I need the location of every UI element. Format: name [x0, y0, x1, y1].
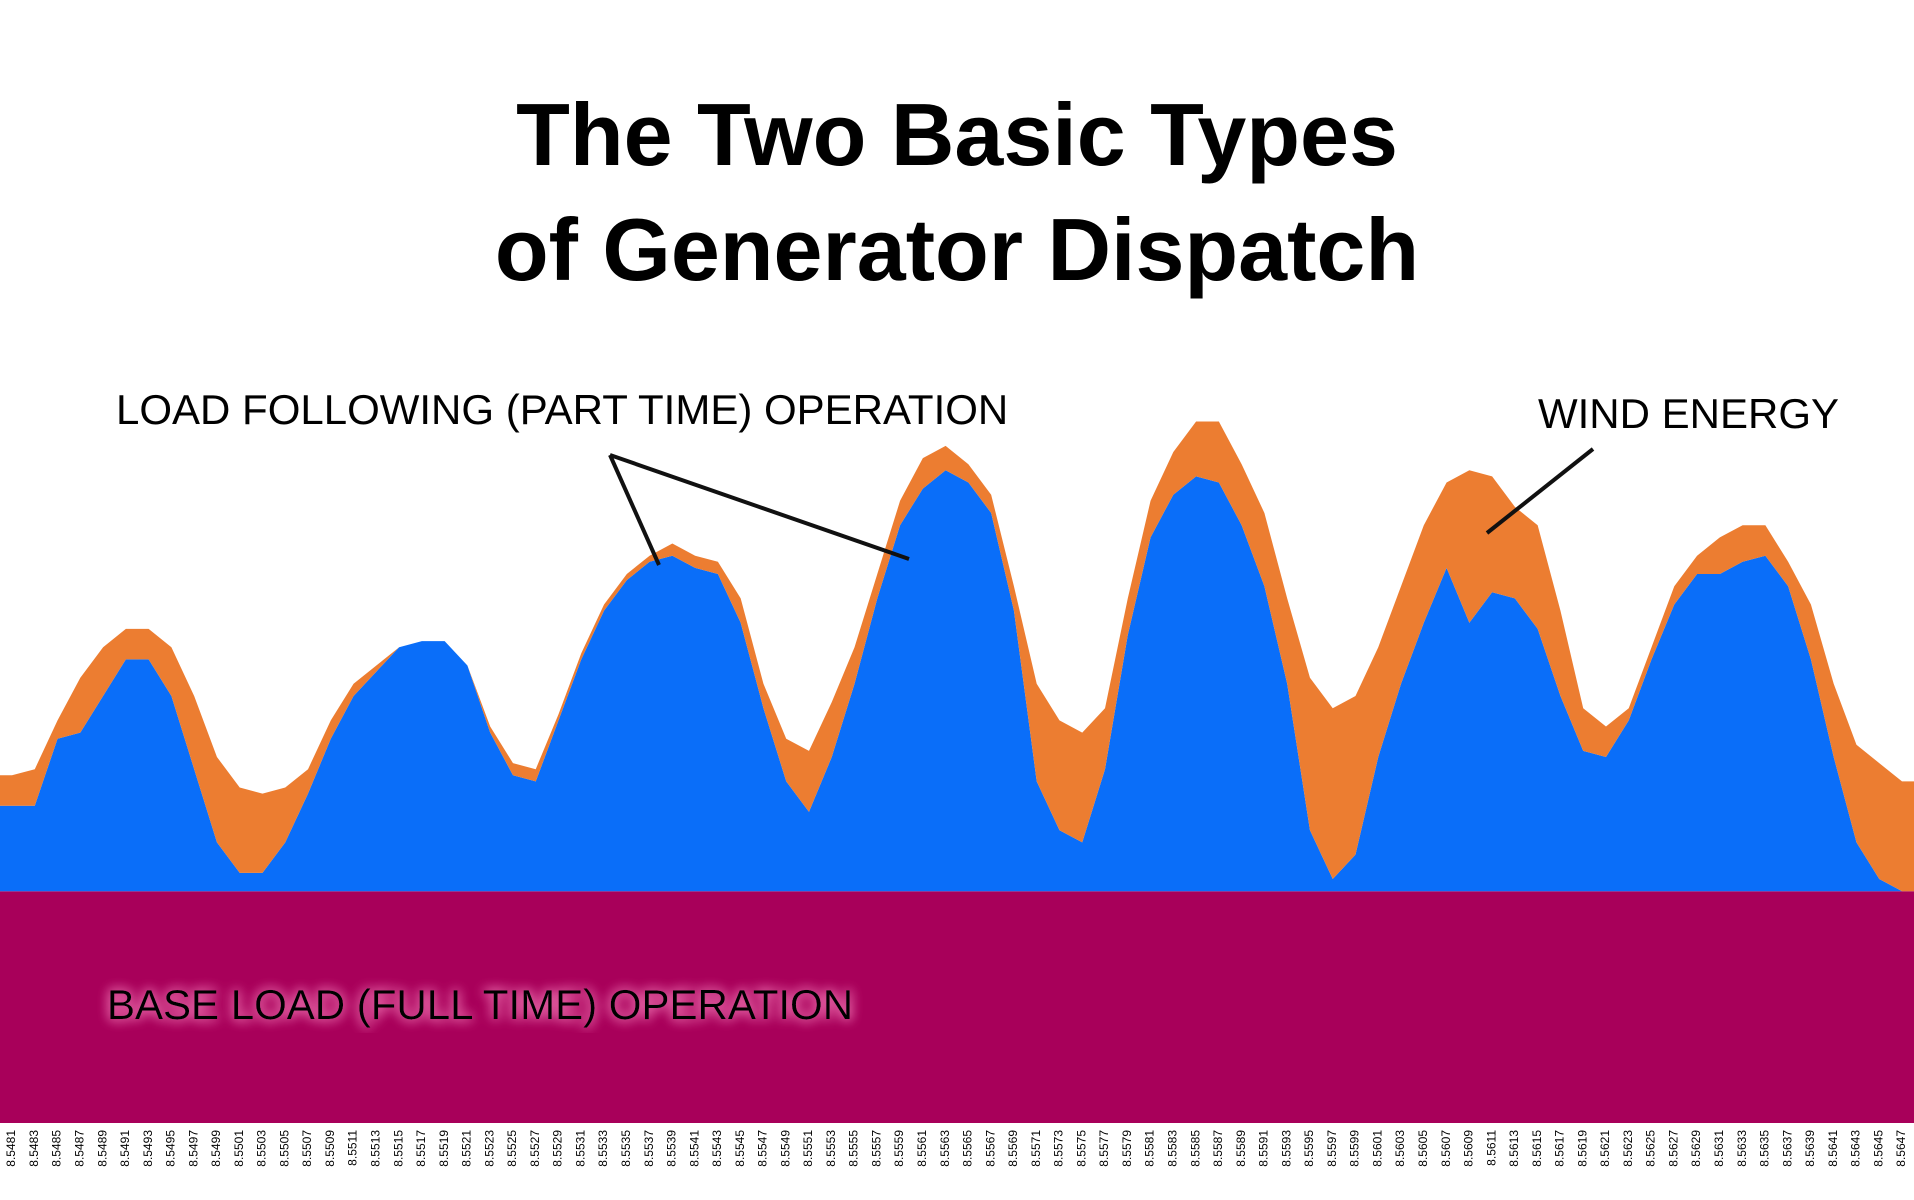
x-tick-label: 8.5527 [528, 1130, 542, 1167]
x-tick-label: 8.5541 [687, 1130, 701, 1167]
x-tick-label: 8.5535 [619, 1130, 633, 1167]
area [0, 421, 1914, 892]
x-tick-label: 8.5553 [824, 1130, 838, 1167]
x-tick-label: 8.5603 [1393, 1130, 1407, 1167]
x-tick-label: 8.5599 [1348, 1130, 1362, 1167]
x-tick-label: 8.5609 [1462, 1130, 1476, 1167]
x-tick-label: 8.5537 [642, 1130, 656, 1167]
x-tick-label: 8.5485 [50, 1130, 64, 1167]
x-tick-label: 8.5547 [756, 1130, 770, 1167]
x-tick-label: 8.5543 [710, 1130, 724, 1167]
x-tick-label: 8.5507 [300, 1130, 314, 1167]
leader-line [1485, 447, 1595, 535]
x-tick-label: 8.5521 [460, 1130, 474, 1167]
x-tick-label: 8.5589 [1234, 1130, 1248, 1167]
x-tick-label: 8.5585 [1188, 1130, 1202, 1167]
chart-title: The Two Basic Types [516, 85, 1398, 184]
x-tick-label: 8.5497 [186, 1130, 200, 1167]
annotation: WIND ENERGY [1538, 390, 1839, 437]
x-tick-label: 8.5565 [961, 1130, 975, 1167]
x-tick-label: 8.5539 [665, 1130, 679, 1167]
x-tick-label: 8.5597 [1325, 1130, 1339, 1167]
x-tick-label: 8.5635 [1758, 1130, 1772, 1167]
x-tick-label: 8.5621 [1598, 1130, 1612, 1167]
x-tick-label: 8.5573 [1052, 1130, 1066, 1167]
x-tick-label: 8.5531 [573, 1130, 587, 1167]
x-tick-label: 8.5509 [323, 1130, 337, 1167]
x-tick-label: 8.5579 [1120, 1130, 1134, 1167]
x-tick-label: 8.5481 [4, 1130, 18, 1167]
x-tick-label: 8.5519 [437, 1130, 451, 1167]
x-tick-label: 8.5613 [1507, 1130, 1521, 1167]
x-tick-label: 8.5629 [1689, 1130, 1703, 1167]
x-tick-label: 8.5493 [141, 1130, 155, 1167]
x-tick-label: 8.5515 [391, 1130, 405, 1167]
x-tick-label: 8.5601 [1370, 1130, 1384, 1167]
x-tick-label: 8.5533 [596, 1130, 610, 1167]
x-tick-label: 8.5491 [118, 1130, 132, 1167]
x-tick-label: 8.5555 [847, 1130, 861, 1167]
x-tick-label: 8.5561 [915, 1130, 929, 1167]
x-tick-label: 8.5525 [505, 1130, 519, 1167]
x-tick-label: 8.5499 [209, 1130, 223, 1167]
x-tick-label: 8.5627 [1666, 1130, 1680, 1167]
x-tick-label: 8.5575 [1074, 1130, 1088, 1167]
x-tick-label: 8.5487 [72, 1130, 86, 1167]
x-tick-label: 8.5641 [1826, 1130, 1840, 1167]
x-tick-label: 8.5549 [778, 1130, 792, 1167]
annotation: LOAD FOLLOWING (PART TIME) OPERATION [116, 386, 1008, 433]
x-tick-label: 8.5637 [1780, 1130, 1794, 1167]
x-tick-label: 8.5489 [95, 1130, 109, 1167]
x-tick-label: 8.5483 [27, 1130, 41, 1167]
x-tick-label: 8.5633 [1735, 1130, 1749, 1167]
x-tick-label: 8.5617 [1553, 1130, 1567, 1167]
x-tick-label: 8.5577 [1097, 1130, 1111, 1167]
x-tick-label: 8.5505 [277, 1130, 291, 1167]
leader-line [608, 454, 661, 566]
x-tick-label: 8.5513 [369, 1130, 383, 1167]
x-tick-label: 8.5569 [1006, 1130, 1020, 1167]
x-tick-label: 8.5643 [1849, 1130, 1863, 1167]
chart-title: of Generator Dispatch [495, 200, 1419, 299]
x-tick-label: 8.5511 [346, 1130, 360, 1166]
x-tick-label: 8.5563 [938, 1130, 952, 1167]
x-tick-label: 8.5587 [1211, 1130, 1225, 1167]
x-tick-label: 8.5583 [1165, 1130, 1179, 1167]
x-tick-label: 8.5495 [164, 1130, 178, 1167]
leader-line [609, 453, 910, 561]
x-tick-label: 8.5559 [892, 1130, 906, 1167]
x-tick-label: 8.5517 [414, 1130, 428, 1167]
x-tick-label: 8.5615 [1530, 1130, 1544, 1167]
x-tick-label: 8.5567 [983, 1130, 997, 1167]
x-tick-label: 8.5545 [733, 1130, 747, 1167]
x-tick-label: 8.5595 [1302, 1130, 1316, 1167]
x-tick-label: 8.5647 [1894, 1130, 1908, 1167]
x-tick-label: 8.5645 [1871, 1130, 1885, 1167]
x-tick-label: 8.5631 [1712, 1130, 1726, 1167]
x-tick-label: 8.5557 [869, 1130, 883, 1167]
x-tick-label: 8.5551 [801, 1130, 815, 1167]
x-tick-label: 8.5591 [1257, 1130, 1271, 1167]
x-tick-label: 8.5623 [1621, 1130, 1635, 1167]
x-tick-label: 8.5625 [1644, 1130, 1658, 1167]
x-tick-label: 8.5607 [1439, 1130, 1453, 1167]
x-tick-label: 8.5501 [232, 1130, 246, 1167]
x-tick-label: 8.5611 [1484, 1130, 1498, 1166]
x-tick-label: 8.5571 [1029, 1130, 1043, 1167]
x-tick-label: 8.5581 [1143, 1130, 1157, 1167]
x-tick-label: 8.5503 [255, 1130, 269, 1167]
area [0, 891, 1914, 1123]
x-tick-label: 8.5593 [1279, 1130, 1293, 1167]
x-tick-label: 8.5639 [1803, 1130, 1817, 1167]
x-tick-label: 8.5619 [1575, 1130, 1589, 1167]
x-tick-label: 8.5605 [1416, 1130, 1430, 1167]
x-tick-label: 8.5529 [551, 1130, 565, 1167]
x-tick-label: 8.5523 [482, 1130, 496, 1167]
area [0, 470, 1914, 892]
annotation: BASE LOAD (FULL TIME) OPERATION [107, 981, 853, 1028]
